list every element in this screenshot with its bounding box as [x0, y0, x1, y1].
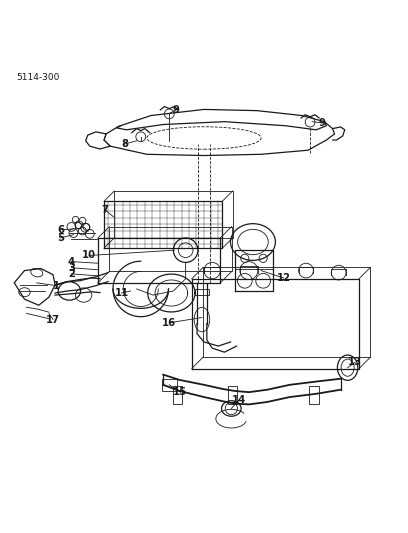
- Text: 4: 4: [68, 256, 75, 266]
- Bar: [309, 386, 319, 405]
- Text: 15: 15: [173, 387, 187, 397]
- Text: 8: 8: [121, 139, 128, 149]
- Bar: [195, 288, 209, 295]
- Text: 13: 13: [348, 358, 362, 367]
- Text: 10: 10: [82, 251, 96, 261]
- Bar: [228, 386, 237, 405]
- Text: 16: 16: [162, 318, 176, 328]
- Text: 17: 17: [46, 314, 60, 325]
- Text: 7: 7: [102, 205, 109, 215]
- Text: 14: 14: [232, 395, 246, 405]
- Text: 5114-300: 5114-300: [16, 72, 60, 82]
- Text: 3: 3: [68, 263, 75, 273]
- Text: 12: 12: [277, 273, 290, 283]
- Text: 6: 6: [57, 225, 64, 235]
- Text: 2: 2: [68, 269, 75, 279]
- Text: 9: 9: [319, 118, 326, 128]
- Text: 1: 1: [53, 281, 60, 290]
- Bar: [173, 386, 182, 405]
- Text: 5: 5: [57, 233, 64, 243]
- Text: 11: 11: [115, 288, 129, 298]
- Bar: [162, 379, 177, 391]
- Text: 9: 9: [172, 105, 179, 115]
